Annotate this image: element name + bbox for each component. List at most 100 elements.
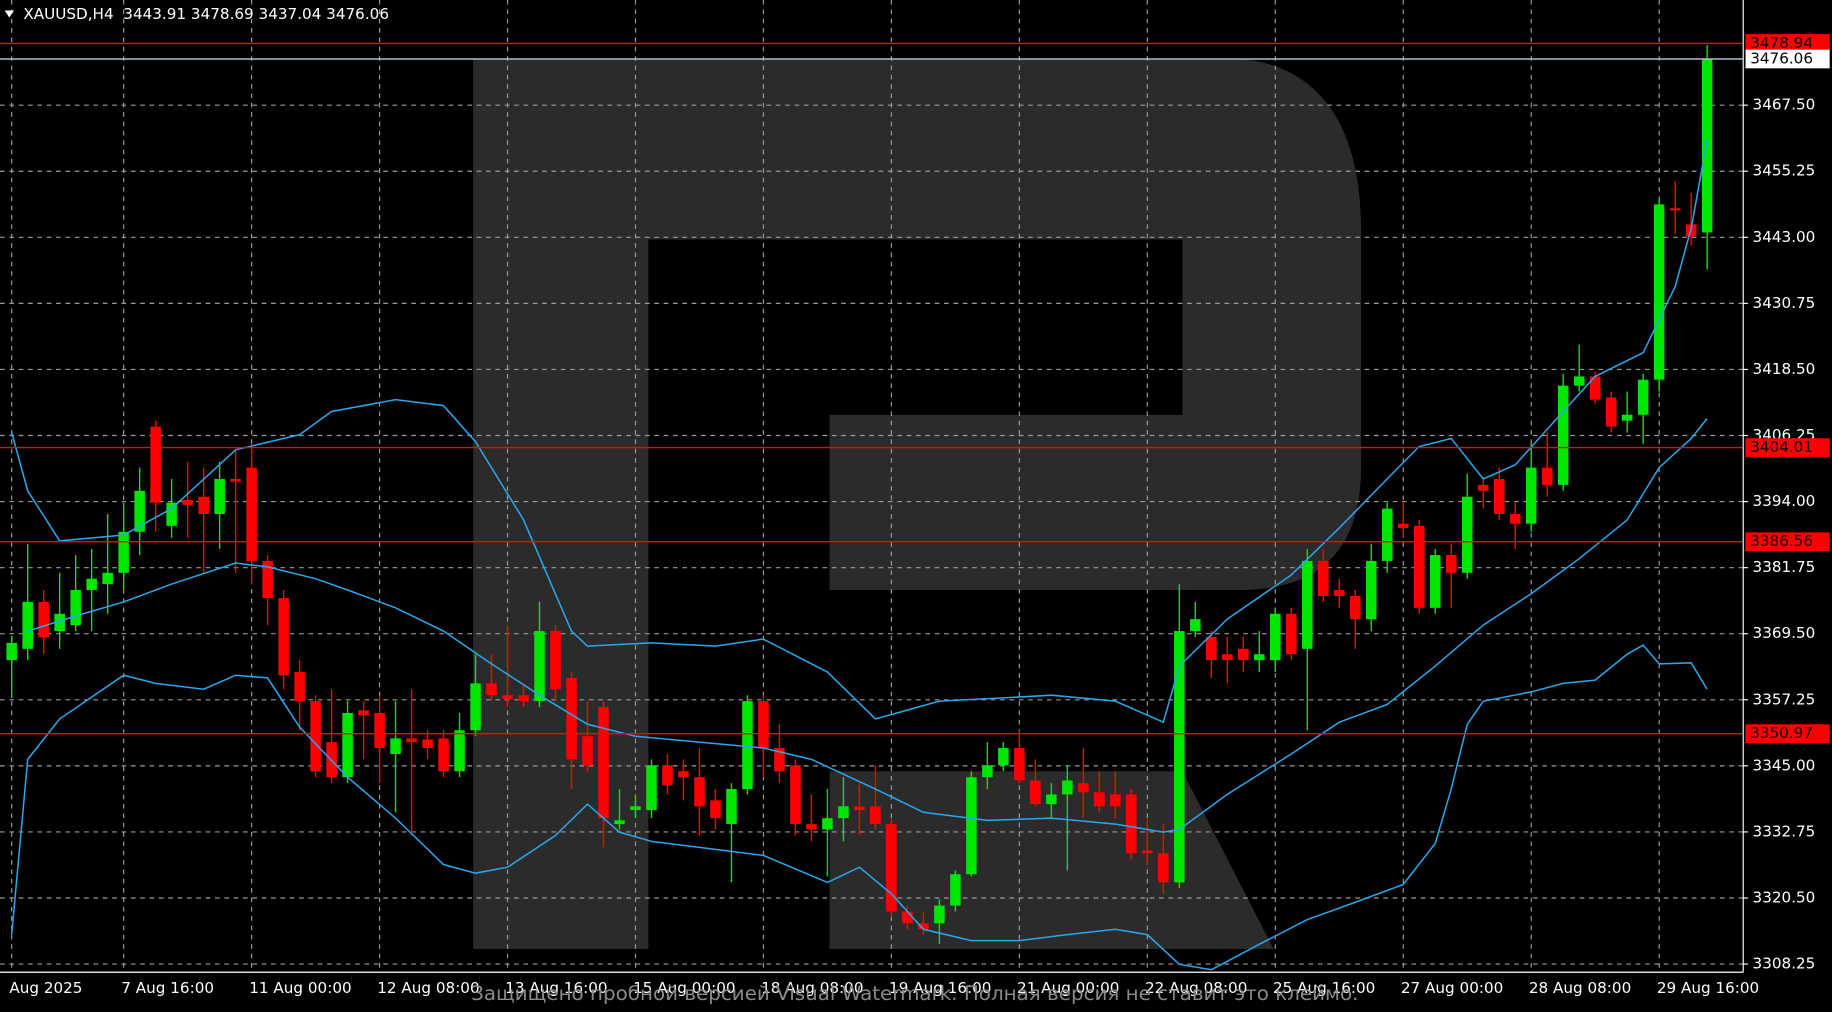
candle-body <box>54 613 65 632</box>
y-tick-label: 3467.50 <box>1753 96 1816 114</box>
logo-leg <box>829 771 1274 949</box>
level-box <box>1745 34 1830 53</box>
candle-body <box>646 765 657 811</box>
y-tick-label: 3381.75 <box>1753 558 1816 576</box>
candle-body <box>22 601 33 649</box>
candle-body <box>742 701 753 790</box>
bid-label: 3476.06 <box>1750 50 1813 68</box>
candle-body <box>166 502 177 526</box>
candle-body <box>1030 780 1041 805</box>
candle-body <box>774 748 785 772</box>
header: XAUUSD,H4 3443.91 3478.69 3437.04 3476.0… <box>23 5 389 23</box>
level-label: 3350.97 <box>1750 724 1813 742</box>
candle-body <box>1365 560 1377 620</box>
candle-body <box>582 736 593 766</box>
level-box <box>1745 438 1830 457</box>
candle-body <box>1541 467 1553 485</box>
x-tick-label: 27 Aug 00:00 <box>1401 979 1503 997</box>
candle-body <box>1110 794 1121 807</box>
candle-body <box>1605 397 1617 427</box>
plot <box>0 42 1744 971</box>
x-tick-label: 22 Aug 08:00 <box>1145 979 1247 997</box>
candle-body <box>1318 560 1329 596</box>
candle-body <box>134 490 145 532</box>
candle-body <box>358 710 369 716</box>
candle-body <box>726 789 737 825</box>
candle-body <box>998 748 1009 766</box>
y-tick-label: 3345.00 <box>1753 756 1816 774</box>
candle-body <box>422 739 433 749</box>
candle-body <box>230 478 241 482</box>
x-tick-label: 15 Aug 00:00 <box>633 979 735 997</box>
candle-body <box>822 818 833 830</box>
candle-body <box>1525 467 1537 524</box>
candle-body <box>662 765 673 786</box>
candle-body <box>710 800 721 819</box>
candle-body <box>598 707 609 819</box>
logo-shape <box>473 58 1362 949</box>
candle-body <box>374 713 385 749</box>
candle-body <box>1062 780 1073 795</box>
x-tick-label: 7 Aug 16:00 <box>121 979 214 997</box>
candle-body <box>1653 204 1665 380</box>
candle-body <box>934 905 945 924</box>
candle-body <box>1190 619 1201 632</box>
candle-body <box>1046 794 1057 805</box>
candle-body <box>1206 636 1217 661</box>
bid-box <box>1745 49 1830 69</box>
x-tick-label: 13 Aug 16:00 <box>505 979 607 997</box>
candle-body <box>486 683 497 696</box>
y-tick-label: 3443.00 <box>1753 228 1816 246</box>
close: 3476.06 <box>326 5 389 23</box>
candle-body <box>1429 554 1441 608</box>
candle-body <box>150 426 161 503</box>
candle-body <box>1158 853 1169 883</box>
y-tick-label: 3320.50 <box>1753 888 1816 906</box>
bollinger-band <box>10 140 1708 724</box>
candle-body <box>950 874 961 906</box>
candle-body <box>246 467 257 561</box>
y-tick-label: 3332.75 <box>1753 822 1816 840</box>
candle-body <box>1270 613 1281 661</box>
candle-body <box>1509 513 1521 524</box>
candle-body <box>1445 554 1457 573</box>
candle-body <box>550 631 561 690</box>
candle-body <box>1334 590 1345 596</box>
watermark-text: Защищено пробной версией Visual Watermar… <box>471 982 1358 1005</box>
candle-body <box>534 631 545 702</box>
candle-body <box>1669 208 1681 211</box>
candle-body <box>118 531 129 573</box>
bollinger-band <box>10 644 1708 971</box>
x-tick-label: 18 Aug 08:00 <box>761 979 863 997</box>
candle-body <box>406 738 417 743</box>
x-tick-label: 25 Aug 16:00 <box>1273 979 1375 997</box>
candle-body <box>1286 613 1297 655</box>
x-tick-label: Aug 2025 <box>9 979 82 997</box>
candle-body <box>310 701 321 772</box>
candle-body <box>1350 595 1361 620</box>
candle-body <box>1142 850 1153 854</box>
candle-body <box>678 771 689 778</box>
y-tick-label: 3308.25 <box>1753 955 1816 973</box>
candle-body <box>918 923 929 930</box>
candle-body <box>966 777 977 875</box>
x-tick-label: 29 Aug 16:00 <box>1657 979 1759 997</box>
candle-body <box>886 824 897 912</box>
candle-body <box>182 499 193 505</box>
axis: 3308.25 3320.50 3332.75 3345.00 3357.25 3369.… <box>9 34 1830 997</box>
open: 3443.91 <box>123 5 186 23</box>
candle-body <box>38 601 49 637</box>
candle-body <box>1557 385 1569 485</box>
y-tick-label: 3357.25 <box>1753 690 1816 708</box>
candle-body <box>390 738 401 754</box>
level-label: 3478.94 <box>1750 34 1813 52</box>
candle-body <box>502 695 513 699</box>
candle-body <box>262 560 273 599</box>
candle-body <box>1477 484 1489 491</box>
watermark-logo <box>473 58 1362 949</box>
candle-body <box>694 777 705 807</box>
candle-body <box>870 806 881 825</box>
y-tick-label: 3430.75 <box>1753 294 1816 312</box>
candle-body <box>6 642 17 661</box>
